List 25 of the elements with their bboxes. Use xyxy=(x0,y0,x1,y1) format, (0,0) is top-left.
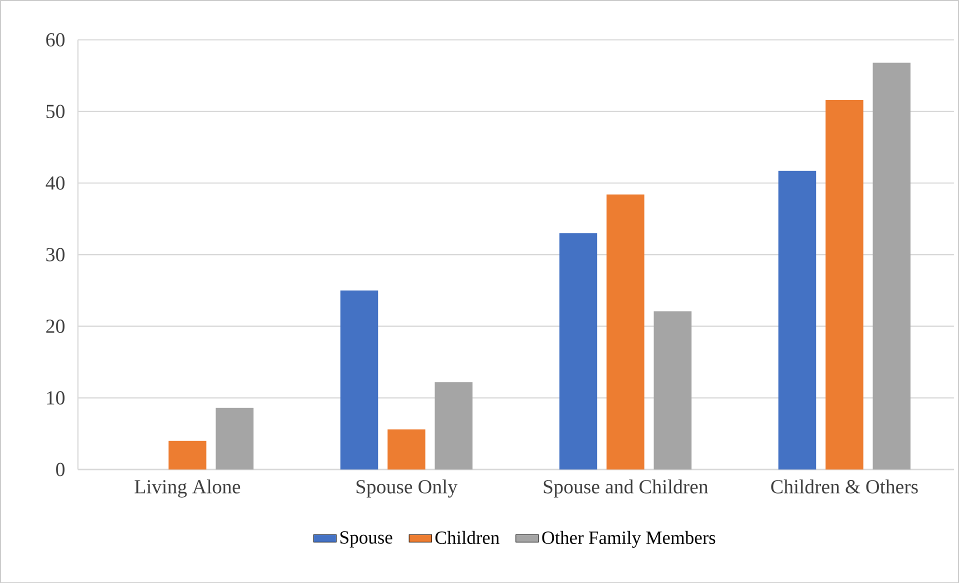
legend-label: Spouse xyxy=(340,531,392,548)
bar xyxy=(778,170,816,470)
legend-label: Other Family Members xyxy=(542,530,716,548)
bar xyxy=(654,311,692,470)
y-tick-label: 0 xyxy=(56,462,65,476)
bar xyxy=(559,233,598,470)
y-tick-label: 50 xyxy=(46,104,65,118)
bar xyxy=(606,194,644,470)
bar xyxy=(872,62,911,470)
bar xyxy=(216,408,254,470)
y-tick-label: 10 xyxy=(47,391,65,404)
bar xyxy=(340,290,378,470)
y-tick-label: 40 xyxy=(46,176,65,190)
bar xyxy=(434,382,473,470)
y-tick-label: 60 xyxy=(46,32,65,46)
x-tick-label: Spouse Only xyxy=(356,479,458,498)
bar xyxy=(826,100,864,470)
legend-label: Children xyxy=(435,530,500,544)
x-tick-label: Living Alone xyxy=(134,479,240,498)
bar xyxy=(388,429,426,470)
x-tick-label: Spouse and Children xyxy=(544,479,708,498)
bar xyxy=(168,440,206,470)
y-tick-label: 20 xyxy=(46,319,65,333)
x-tick-label: Children & Others xyxy=(771,479,918,494)
y-tick-label: 30 xyxy=(46,248,65,262)
